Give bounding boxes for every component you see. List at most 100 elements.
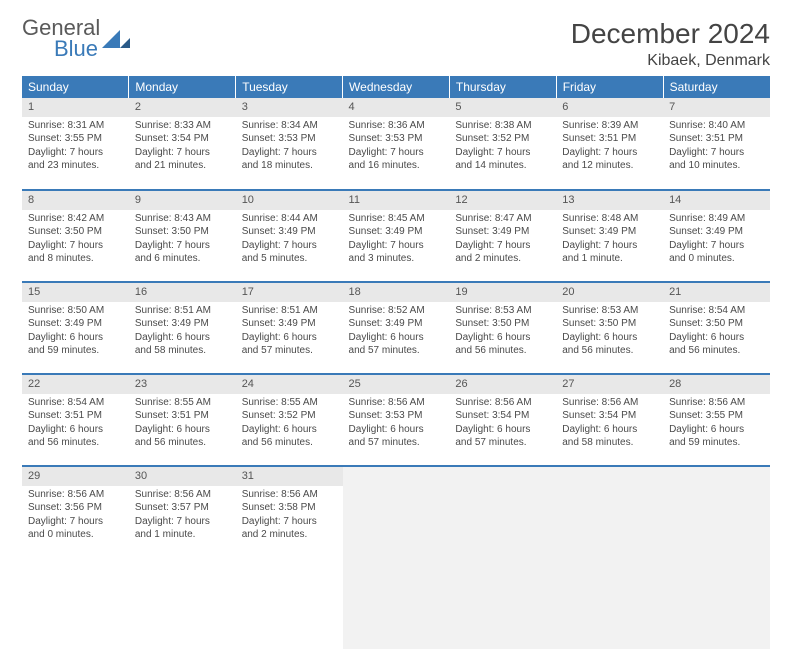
daylight-line2: and 16 minutes. bbox=[349, 159, 444, 173]
daylight-line1: Daylight: 7 hours bbox=[135, 239, 230, 253]
daylight-line1: Daylight: 7 hours bbox=[242, 515, 337, 529]
daylight-line1: Daylight: 7 hours bbox=[28, 239, 123, 253]
location: Kibaek, Denmark bbox=[571, 52, 770, 70]
sunrise-text: Sunrise: 8:56 AM bbox=[455, 396, 550, 410]
sunset-text: Sunset: 3:49 PM bbox=[562, 225, 657, 239]
daylight-line2: and 57 minutes. bbox=[242, 344, 337, 358]
daylight-line2: and 56 minutes. bbox=[562, 344, 657, 358]
daylight-line1: Daylight: 6 hours bbox=[135, 423, 230, 437]
daylight-line1: Daylight: 7 hours bbox=[349, 146, 444, 160]
sunrise-text: Sunrise: 8:51 AM bbox=[242, 304, 337, 318]
daylight-line1: Daylight: 7 hours bbox=[455, 239, 550, 253]
calendar-week-row: 1Sunrise: 8:31 AMSunset: 3:55 PMDaylight… bbox=[22, 98, 770, 190]
daylight-line1: Daylight: 7 hours bbox=[135, 146, 230, 160]
sunset-text: Sunset: 3:51 PM bbox=[562, 132, 657, 146]
daylight-line1: Daylight: 6 hours bbox=[455, 331, 550, 345]
sunrise-text: Sunrise: 8:48 AM bbox=[562, 212, 657, 226]
day-body: Sunrise: 8:43 AMSunset: 3:50 PMDaylight:… bbox=[129, 210, 236, 270]
sunset-text: Sunset: 3:53 PM bbox=[349, 132, 444, 146]
daylight-line1: Daylight: 7 hours bbox=[562, 146, 657, 160]
calendar-day-cell: 25Sunrise: 8:56 AMSunset: 3:53 PMDayligh… bbox=[343, 374, 450, 466]
calendar-day-cell: 2Sunrise: 8:33 AMSunset: 3:54 PMDaylight… bbox=[129, 98, 236, 190]
day-number: 12 bbox=[449, 191, 556, 210]
brand-triangle-icon bbox=[102, 30, 130, 48]
daylight-line1: Daylight: 6 hours bbox=[669, 423, 764, 437]
sunset-text: Sunset: 3:49 PM bbox=[242, 225, 337, 239]
sunrise-text: Sunrise: 8:36 AM bbox=[349, 119, 444, 133]
calendar-day-cell: 6Sunrise: 8:39 AMSunset: 3:51 PMDaylight… bbox=[556, 98, 663, 190]
weekday-header-row: SundayMondayTuesdayWednesdayThursdayFrid… bbox=[22, 76, 770, 98]
day-body: Sunrise: 8:31 AMSunset: 3:55 PMDaylight:… bbox=[22, 117, 129, 177]
day-number: 18 bbox=[343, 283, 450, 302]
day-body: Sunrise: 8:45 AMSunset: 3:49 PMDaylight:… bbox=[343, 210, 450, 270]
day-number: 31 bbox=[236, 467, 343, 486]
daylight-line2: and 18 minutes. bbox=[242, 159, 337, 173]
day-number: 13 bbox=[556, 191, 663, 210]
sunrise-text: Sunrise: 8:39 AM bbox=[562, 119, 657, 133]
day-number: 1 bbox=[22, 98, 129, 117]
calendar-day-cell: 15Sunrise: 8:50 AMSunset: 3:49 PMDayligh… bbox=[22, 282, 129, 374]
daylight-line2: and 59 minutes. bbox=[669, 436, 764, 450]
calendar-day-cell: 29Sunrise: 8:56 AMSunset: 3:56 PMDayligh… bbox=[22, 466, 129, 558]
weekday-header: Monday bbox=[129, 76, 236, 98]
calendar-empty-cell bbox=[556, 466, 663, 558]
sunrise-text: Sunrise: 8:56 AM bbox=[135, 488, 230, 502]
sunrise-text: Sunrise: 8:54 AM bbox=[28, 396, 123, 410]
calendar-day-cell: 24Sunrise: 8:55 AMSunset: 3:52 PMDayligh… bbox=[236, 374, 343, 466]
calendar-day-cell: 9Sunrise: 8:43 AMSunset: 3:50 PMDaylight… bbox=[129, 190, 236, 282]
day-number: 25 bbox=[343, 375, 450, 394]
daylight-line1: Daylight: 6 hours bbox=[349, 331, 444, 345]
daylight-line2: and 58 minutes. bbox=[562, 436, 657, 450]
sunset-text: Sunset: 3:51 PM bbox=[135, 409, 230, 423]
day-number: 11 bbox=[343, 191, 450, 210]
day-body: Sunrise: 8:53 AMSunset: 3:50 PMDaylight:… bbox=[556, 302, 663, 362]
sunset-text: Sunset: 3:49 PM bbox=[28, 317, 123, 331]
calendar-day-cell: 20Sunrise: 8:53 AMSunset: 3:50 PMDayligh… bbox=[556, 282, 663, 374]
day-body: Sunrise: 8:44 AMSunset: 3:49 PMDaylight:… bbox=[236, 210, 343, 270]
calendar-day-cell: 14Sunrise: 8:49 AMSunset: 3:49 PMDayligh… bbox=[663, 190, 770, 282]
sunset-text: Sunset: 3:50 PM bbox=[562, 317, 657, 331]
sunset-text: Sunset: 3:58 PM bbox=[242, 501, 337, 515]
calendar-table: SundayMondayTuesdayWednesdayThursdayFrid… bbox=[22, 76, 770, 558]
weekday-header: Tuesday bbox=[236, 76, 343, 98]
day-body: Sunrise: 8:56 AMSunset: 3:57 PMDaylight:… bbox=[129, 486, 236, 546]
sunrise-text: Sunrise: 8:55 AM bbox=[242, 396, 337, 410]
sunset-text: Sunset: 3:55 PM bbox=[28, 132, 123, 146]
sunset-text: Sunset: 3:50 PM bbox=[135, 225, 230, 239]
day-body: Sunrise: 8:40 AMSunset: 3:51 PMDaylight:… bbox=[663, 117, 770, 177]
daylight-line2: and 56 minutes. bbox=[669, 344, 764, 358]
daylight-line2: and 56 minutes. bbox=[135, 436, 230, 450]
daylight-line2: and 5 minutes. bbox=[242, 252, 337, 266]
daylight-line2: and 56 minutes. bbox=[242, 436, 337, 450]
sunrise-text: Sunrise: 8:44 AM bbox=[242, 212, 337, 226]
sunset-text: Sunset: 3:51 PM bbox=[669, 132, 764, 146]
weekday-header: Sunday bbox=[22, 76, 129, 98]
day-body: Sunrise: 8:49 AMSunset: 3:49 PMDaylight:… bbox=[663, 210, 770, 270]
brand-logo: General Blue bbox=[22, 18, 130, 60]
sunrise-text: Sunrise: 8:55 AM bbox=[135, 396, 230, 410]
weekday-header: Friday bbox=[556, 76, 663, 98]
daylight-line1: Daylight: 7 hours bbox=[242, 239, 337, 253]
day-body: Sunrise: 8:56 AMSunset: 3:54 PMDaylight:… bbox=[449, 394, 556, 454]
day-number: 30 bbox=[129, 467, 236, 486]
calendar-day-cell: 31 Sunrise: 8:56 AMSunset: 3:58 PMDayligh… bbox=[236, 466, 343, 558]
daylight-line2: and 57 minutes. bbox=[349, 436, 444, 450]
daylight-line2: and 23 minutes. bbox=[28, 159, 123, 173]
day-number: 28 bbox=[663, 375, 770, 394]
sunset-text: Sunset: 3:56 PM bbox=[28, 501, 123, 515]
sunset-text: Sunset: 3:50 PM bbox=[669, 317, 764, 331]
day-body: Sunrise: 8:56 AMSunset: 3:53 PMDaylight:… bbox=[343, 394, 450, 454]
sunrise-text: Sunrise: 8:56 AM bbox=[242, 488, 337, 502]
day-body: Sunrise: 8:33 AMSunset: 3:54 PMDaylight:… bbox=[129, 117, 236, 177]
sunrise-text: Sunrise: 8:54 AM bbox=[669, 304, 764, 318]
sunset-text: Sunset: 3:49 PM bbox=[669, 225, 764, 239]
day-body: Sunrise: 8:39 AMSunset: 3:51 PMDaylight:… bbox=[556, 117, 663, 177]
daylight-line1: Daylight: 6 hours bbox=[135, 331, 230, 345]
sunrise-text: Sunrise: 8:42 AM bbox=[28, 212, 123, 226]
day-body: Sunrise: 8:56 AMSunset: 3:54 PMDaylight:… bbox=[556, 394, 663, 454]
day-number: 14 bbox=[663, 191, 770, 210]
calendar-day-cell: 12Sunrise: 8:47 AMSunset: 3:49 PMDayligh… bbox=[449, 190, 556, 282]
sunset-text: Sunset: 3:52 PM bbox=[242, 409, 337, 423]
daylight-line1: Daylight: 7 hours bbox=[242, 146, 337, 160]
calendar-day-cell: 21Sunrise: 8:54 AMSunset: 3:50 PMDayligh… bbox=[663, 282, 770, 374]
